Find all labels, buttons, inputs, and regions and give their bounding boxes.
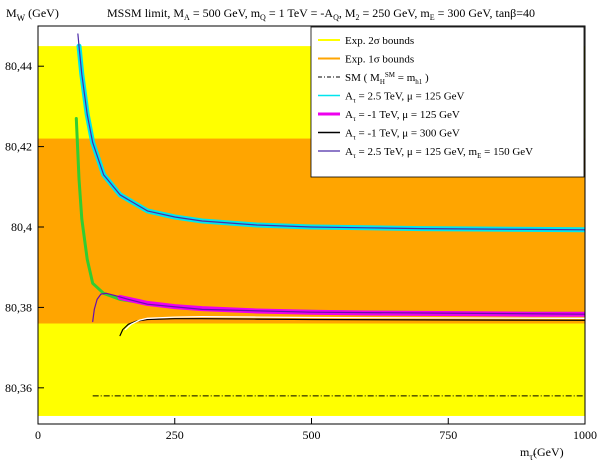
y-tick-label: 80,42 bbox=[5, 140, 32, 154]
legend-label: Aτ = 2.5 TeV, μ = 125 GeV bbox=[345, 91, 465, 105]
legend-box bbox=[310, 26, 585, 178]
x-axis-ticks: 0 250 500 750 1000 bbox=[35, 418, 597, 442]
chart-title: MSSM limit, MA = 500 GeV, mQ = 1 TeV = -… bbox=[107, 6, 535, 22]
x-tick-label: 500 bbox=[303, 428, 321, 442]
series-line-4 bbox=[92, 292, 585, 323]
legend-label: Aτ = -1 TeV, μ = 300 GeV bbox=[345, 128, 460, 142]
legend-label: Exp. 2σ bounds bbox=[345, 35, 414, 47]
y-tick-label: 80,44 bbox=[5, 59, 32, 73]
y-tick-label: 80,38 bbox=[5, 300, 32, 314]
series-line-6 bbox=[124, 316, 585, 331]
y-axis-label: MW (GeV) bbox=[6, 6, 59, 23]
y-axis-ticks: 80,36 80,38 80,4 80,42 80,44 bbox=[5, 59, 44, 395]
x-tick-label: 0 bbox=[35, 428, 41, 442]
legend: Exp. 2σ bounds Exp. 1σ bounds SM ( MHSM = … bbox=[310, 26, 585, 178]
x-tick-label: 250 bbox=[166, 428, 184, 442]
y-tick-label: 80,4 bbox=[11, 220, 32, 234]
x-tick-label: 1000 bbox=[573, 428, 597, 442]
x-tick-label: 750 bbox=[439, 428, 457, 442]
legend-label: Aτ = -1 TeV, μ = 125 GeV bbox=[345, 109, 460, 123]
legend-label: Exp. 1σ bounds bbox=[345, 54, 414, 66]
y-tick-label: 80,36 bbox=[5, 381, 32, 395]
legend-label: SM ( MHSM = mh1 ) bbox=[345, 71, 429, 86]
legend-label: Aτ = 2.5 TeV, μ = 125 GeV, mE = 150 GeV bbox=[345, 146, 533, 160]
series-line-1 bbox=[77, 33, 585, 231]
series-line-5 bbox=[119, 318, 585, 337]
x-axis-label: mτ̃(GeV) bbox=[520, 445, 564, 462]
